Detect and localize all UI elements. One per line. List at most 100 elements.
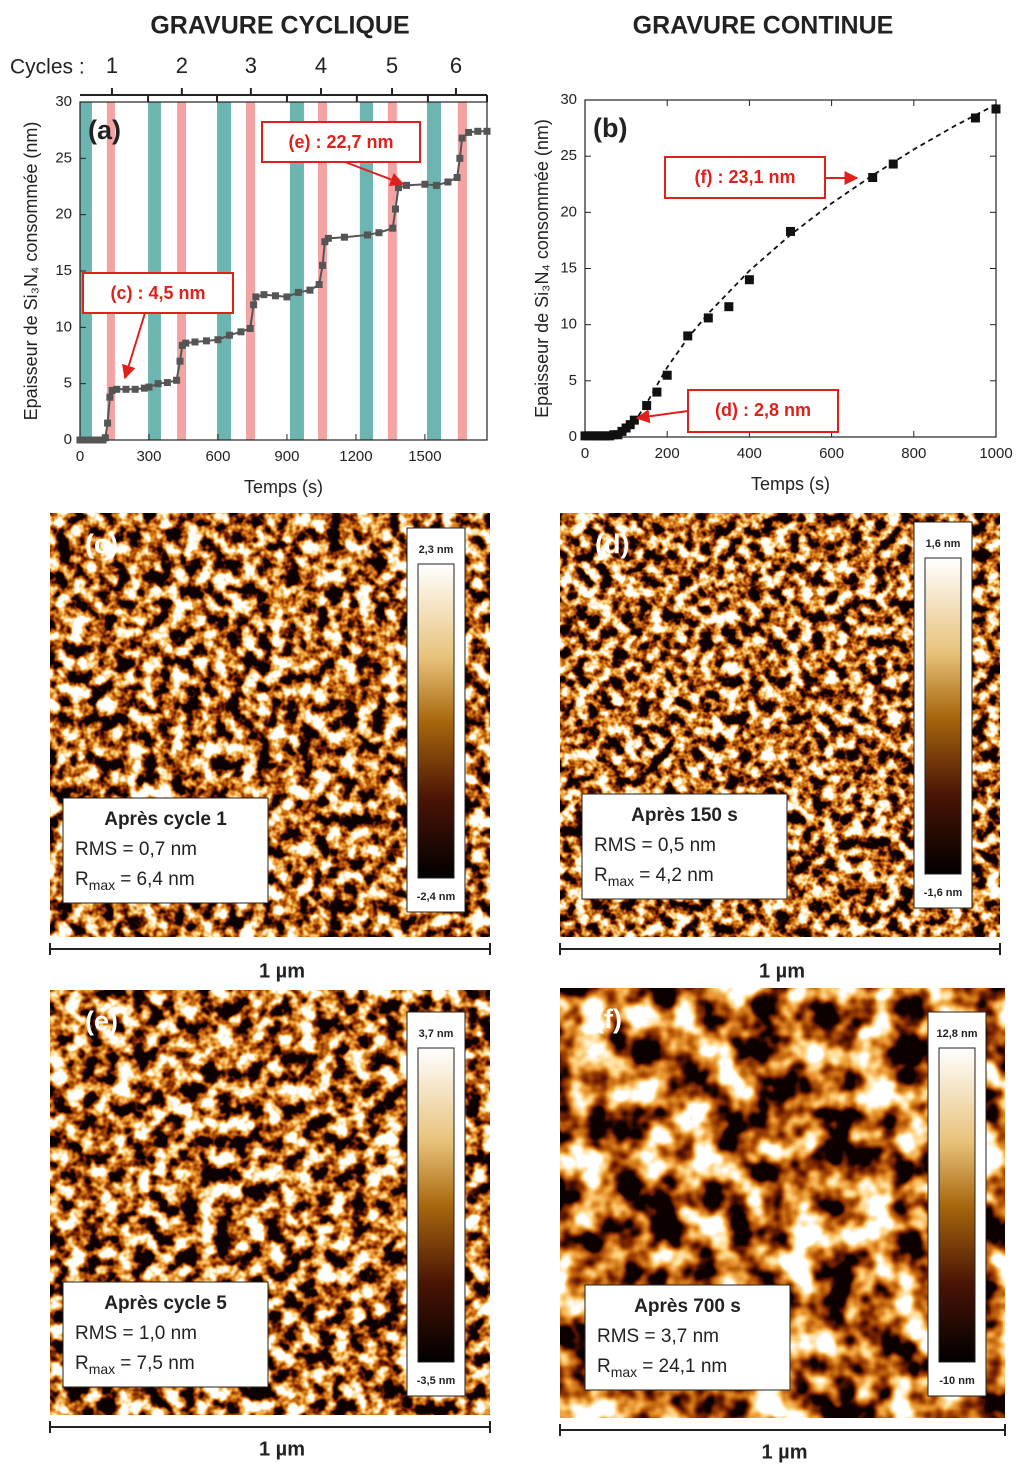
colorbar: [938, 1047, 976, 1363]
data-point: [246, 324, 254, 332]
y-axis-label: Epaisseur de Si₃N₄ consommée (nm): [532, 119, 552, 418]
data-point: [90, 436, 98, 444]
y-tick-label: 25: [560, 147, 577, 164]
rmax-part: = 7,5 nm: [120, 1353, 194, 1374]
data-point: [294, 288, 302, 296]
x-tick-label: 600: [205, 448, 230, 465]
data-point: [106, 393, 114, 401]
colorbar-min: -3,5 nm: [417, 1375, 456, 1387]
data-point: [465, 128, 473, 136]
data-point: [182, 339, 190, 347]
x-tick-label: 800: [901, 445, 926, 462]
x-tick-label: 1000: [979, 445, 1012, 462]
x-tick-label: 0: [76, 448, 84, 465]
y-tick-label: 20: [55, 206, 72, 223]
data-point: [683, 331, 693, 341]
data-point: [724, 302, 734, 312]
y-tick-label: 15: [55, 262, 72, 279]
cycle-label: 5: [386, 53, 398, 78]
cycle-axis-label: Cycles :: [10, 56, 85, 79]
x-tick-label: 0: [581, 445, 589, 462]
x-tick-label: 400: [737, 445, 762, 462]
rms: RMS = 0,7 nm: [75, 839, 197, 860]
info-box: [62, 1281, 269, 1388]
rmax-part: max: [611, 1364, 637, 1380]
phase-band: [426, 102, 442, 440]
chart: GRAVURE CONTINUE 0 5 10 15 20 25 30 0 200 400 600 80…: [532, 12, 1013, 494]
y-tick-label: 25: [55, 149, 72, 166]
phase-band: [289, 102, 304, 440]
colorbar: [417, 1047, 455, 1363]
colorbar-min: -10 nm: [939, 1375, 975, 1387]
data-point: [432, 181, 440, 189]
chart-title: GRAVURE CONTINUE: [633, 12, 894, 40]
afm-panel: (d) 1,6 nm -1,6 nm Après 150 s RMS = 0,5 nm R…: [559, 513, 1001, 982]
data-point: [122, 385, 130, 393]
rmax-part: max: [89, 877, 115, 893]
annotation-arrow: [635, 409, 689, 424]
panel-label: (a): [88, 115, 121, 145]
scale-label: 1 µm: [762, 1441, 808, 1463]
colorbar: [417, 563, 455, 879]
x-tick-label: 1200: [339, 448, 372, 465]
y-tick-label: 0: [64, 431, 72, 448]
rms: RMS = 1,0 nm: [75, 1323, 197, 1344]
y-tick-label: 30: [55, 93, 72, 110]
data-point: [145, 383, 153, 391]
phase-band: [246, 102, 255, 440]
info-box: [581, 793, 788, 900]
cycle-label: 1: [106, 53, 118, 78]
phase-band: [106, 102, 115, 440]
x-tick-label: 900: [274, 448, 299, 465]
rmax-part: R: [594, 865, 608, 886]
rmax-part: max: [608, 873, 634, 889]
rmax-part: R: [597, 1356, 611, 1377]
data-point: [786, 226, 795, 236]
rms: RMS = 3,7 nm: [597, 1326, 719, 1347]
data-point: [202, 337, 210, 345]
data-point: [176, 357, 184, 365]
data-point: [252, 293, 260, 301]
annotation-box: [82, 272, 234, 314]
caption: Après 700 s: [634, 1296, 741, 1317]
y-axis-label: Epaisseur de Si₃N₄ consommée (nm): [21, 122, 41, 421]
cycle-label: 2: [176, 53, 188, 78]
data-point: [104, 419, 112, 427]
panel-label: (c): [85, 529, 118, 559]
phase-band: [217, 102, 232, 440]
data-point: [444, 178, 452, 186]
data-point: [394, 184, 402, 192]
data-point: [389, 224, 397, 232]
data-point: [391, 205, 399, 213]
rmax-part: R: [75, 869, 89, 890]
data-point: [403, 181, 411, 189]
data-point: [453, 173, 461, 181]
caption: Après 150 s: [631, 805, 738, 826]
rmax: Rmax = 7,5 nm: [75, 1353, 195, 1377]
data-point: [456, 154, 464, 162]
y-tick-label: 15: [560, 259, 577, 276]
rmax-part: max: [89, 1361, 115, 1377]
data-point: [662, 370, 672, 380]
y-tick-label: 5: [64, 375, 72, 392]
colorbar-min: -1,6 nm: [924, 887, 963, 899]
colorbar-max: 1,6 nm: [926, 538, 961, 550]
phase-band: [359, 102, 373, 440]
data-point: [421, 180, 429, 188]
data-point: [94, 436, 102, 444]
data-point: [237, 328, 245, 336]
rms: RMS = 0,5 nm: [594, 835, 716, 856]
data-point: [225, 331, 233, 339]
chart-title: GRAVURE CYCLIQUE: [150, 12, 409, 40]
cycle-label: 4: [315, 53, 327, 78]
x-tick-label: 1500: [408, 448, 441, 465]
y-tick-label: 30: [560, 91, 577, 108]
y-tick-label: 0: [569, 428, 577, 445]
rmax-part: = 24,1 nm: [642, 1356, 727, 1377]
data-point: [629, 415, 639, 425]
data-point: [163, 379, 171, 387]
rmax-part: R: [75, 1353, 89, 1374]
data-point: [458, 134, 466, 142]
data-point: [85, 436, 93, 444]
